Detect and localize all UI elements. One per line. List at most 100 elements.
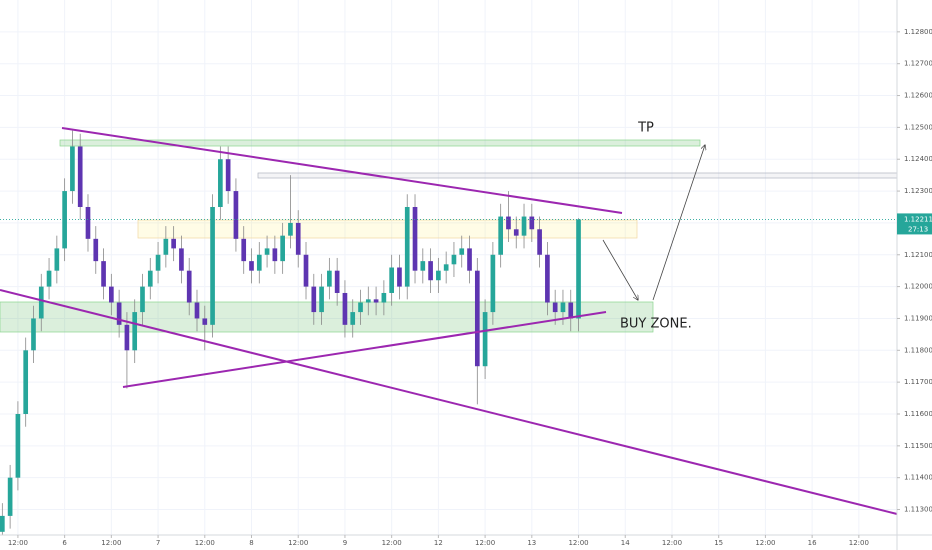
y-tick-label: 1.11700 (904, 378, 932, 386)
candle-body (225, 159, 231, 192)
candle-body (15, 413, 21, 478)
candle-body (109, 286, 114, 303)
candle-body (280, 235, 285, 262)
candle-body (295, 222, 301, 255)
candle-body (451, 254, 457, 265)
candle-body (420, 261, 426, 271)
candle-body (350, 312, 356, 325)
trendline (61, 127, 623, 214)
candle-body (179, 248, 184, 271)
trendline (0, 289, 898, 515)
candle-body (443, 264, 449, 271)
candle-body (482, 312, 488, 367)
candle-body (54, 248, 60, 271)
candle-body (264, 248, 270, 255)
x-tick-label: 7 (156, 539, 160, 547)
y-tick-label: 1.11600 (904, 410, 932, 418)
drawings (0, 139, 898, 333)
buy-zone-label: BUY ZONE. (620, 317, 692, 332)
x-tick-label: 13 (527, 539, 536, 547)
candle-body (218, 159, 223, 207)
candle-body (70, 146, 75, 192)
x-tick-label: 12:00 (288, 539, 308, 547)
level-box (257, 172, 898, 179)
candle-body (436, 270, 441, 281)
candle-body (132, 312, 138, 351)
candle-body (576, 219, 581, 319)
x-tick-label: 6 (62, 539, 67, 547)
candle-body (303, 254, 309, 287)
tp-box (59, 139, 701, 147)
time-axis (0, 535, 932, 550)
x-tick-label: 15 (714, 539, 723, 547)
y-tick-label: 1.11400 (904, 474, 932, 482)
x-tick-label: 12:00 (755, 539, 775, 547)
candle-body (529, 216, 535, 230)
candle-body (560, 302, 566, 313)
candle-body (210, 206, 215, 325)
candle-body (38, 286, 44, 319)
candle-body (77, 146, 83, 207)
candle-body (327, 270, 332, 287)
last-price-label: 1.12211 (904, 215, 932, 223)
candle-body (513, 229, 519, 236)
candle-body (140, 286, 145, 313)
candle-body (521, 216, 527, 236)
x-tick-label: 9 (343, 539, 347, 547)
y-tick-label: 1.12100 (904, 251, 932, 259)
y-tick-label: 1.12400 (904, 155, 932, 163)
y-tick-label: 1.11300 (904, 506, 932, 514)
y-tick-label: 1.11800 (904, 346, 932, 354)
x-tick-label: 12:00 (849, 539, 869, 547)
x-tick-label: 16 (808, 539, 817, 547)
x-tick-label: 12:00 (662, 539, 682, 547)
candle-body (474, 270, 480, 367)
candle-body (334, 270, 340, 293)
candle-body (46, 270, 52, 287)
countdown-label: 27:13 (908, 225, 928, 233)
y-tick-label: 1.11500 (904, 442, 932, 450)
candle-body (202, 318, 208, 325)
candle-body (373, 299, 379, 303)
candle-body (194, 302, 200, 319)
candle-body (412, 206, 418, 271)
y-tick-label: 1.12300 (904, 187, 932, 195)
candle-body (147, 270, 153, 287)
candle-body (31, 318, 36, 351)
candle-body (186, 270, 192, 303)
candle-body (124, 324, 130, 351)
candle-body (23, 350, 29, 414)
candle-body (163, 238, 169, 255)
y-tick-label: 1.12800 (904, 28, 932, 36)
candle-body (101, 261, 106, 287)
candle-body (155, 254, 161, 271)
x-tick-label: 12:00 (475, 539, 495, 547)
candle-body (404, 206, 410, 287)
last-price-box (897, 213, 932, 235)
candle-body (233, 191, 239, 239)
candle-body (249, 261, 254, 271)
candle-body (389, 267, 394, 293)
x-tick-label: 8 (249, 539, 253, 547)
candle-body (0, 515, 5, 532)
candle-body (93, 238, 99, 262)
x-tick-label: 12:00 (382, 539, 402, 547)
y-tick-label: 1.12000 (904, 283, 932, 291)
candle-body (506, 216, 511, 230)
candle-body (397, 267, 402, 287)
candle-body (319, 286, 324, 313)
candle-body (288, 222, 293, 236)
y-tick-label: 1.12500 (904, 123, 932, 131)
y-tick-label: 1.11900 (904, 314, 932, 322)
candle-body (256, 254, 262, 271)
candle-body (428, 261, 433, 281)
arrow (652, 145, 705, 301)
candle-body (568, 302, 574, 319)
candle-body (85, 206, 91, 239)
x-tick-label: 12 (434, 539, 443, 547)
resistance-box (137, 219, 638, 239)
x-tick-label: 12:00 (8, 539, 28, 547)
arrow (602, 239, 638, 300)
y-tick-label: 1.12600 (904, 92, 932, 100)
